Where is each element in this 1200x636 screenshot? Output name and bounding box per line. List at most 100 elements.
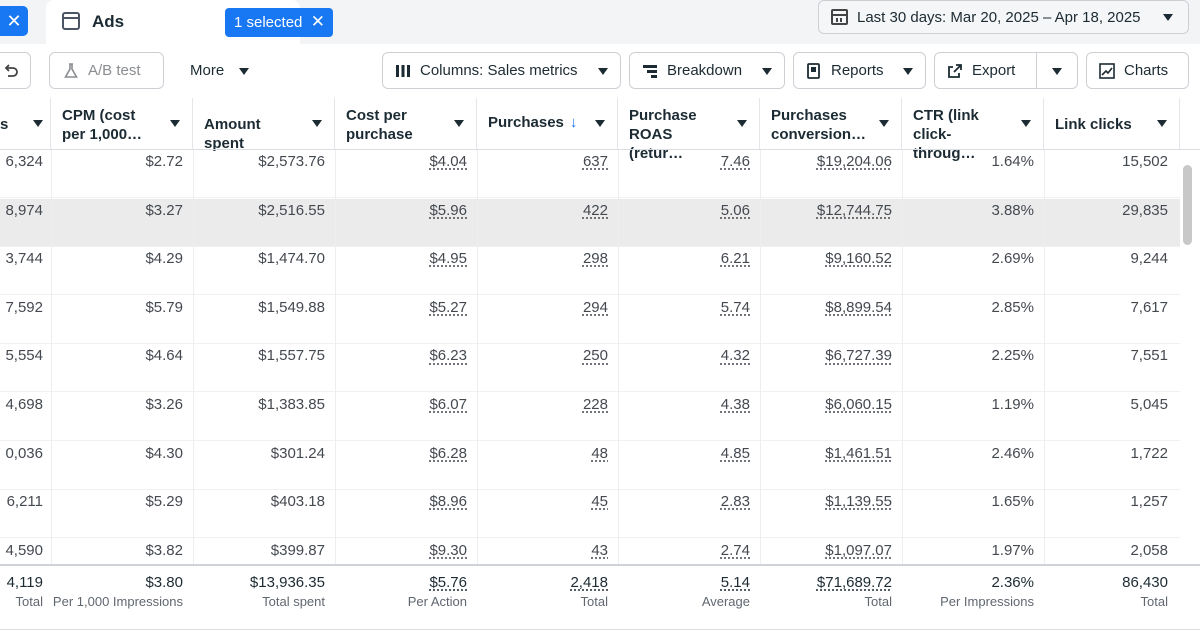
table-cell[interactable]: $8,899.54 xyxy=(825,298,892,316)
table-cell[interactable]: 298 xyxy=(582,250,608,268)
table-cell[interactable]: 422 xyxy=(582,201,608,219)
table-cell[interactable]: $6,727.39 xyxy=(825,347,892,365)
date-range-picker[interactable]: Last 30 days: Mar 20, 2025 – Apr 18, 202… xyxy=(818,0,1189,34)
columns-button[interactable]: Columns: Sales metrics xyxy=(382,52,621,89)
column-menu-chevron-icon[interactable] xyxy=(879,120,889,127)
table-row[interactable]: 8,974 $3.27 $2,516.55 $5.96 422 5.06 $12,744.7… xyxy=(0,198,1180,247)
table-cell: $3.82 xyxy=(145,541,183,559)
table-cell[interactable]: $9,160.52 xyxy=(825,250,892,268)
table-cell[interactable]: 5.06 xyxy=(720,201,750,219)
vertical-scrollbar[interactable] xyxy=(1183,165,1192,245)
column-header-3[interactable]: Cost per purchase xyxy=(335,98,477,150)
table-cell[interactable]: $1,139.55 xyxy=(825,493,892,511)
charts-button[interactable]: Charts xyxy=(1086,52,1189,89)
reports-button[interactable]: Reports xyxy=(793,52,926,89)
column-menu-chevron-icon[interactable] xyxy=(1021,120,1031,127)
table-cell[interactable]: $6.07 xyxy=(429,396,467,413)
export-button[interactable]: Export xyxy=(934,52,1078,89)
table-cell[interactable]: 228 xyxy=(582,396,608,413)
table-cell[interactable]: $1,097.07 xyxy=(825,541,892,559)
column-header-7[interactable]: CTR (link click-throug… xyxy=(902,98,1044,162)
table-row[interactable]: 0,036 $4.30 $301.24 $6.28 48 4.85 $1,461.51 2.4… xyxy=(0,442,1180,490)
tab-ads[interactable]: Ads 1 selected ✕ xyxy=(46,0,333,44)
column-menu-chevron-icon[interactable] xyxy=(737,120,747,127)
chart-line-icon xyxy=(1099,63,1115,79)
table-cell: $3.26 xyxy=(145,396,183,413)
table-cell[interactable]: $4.04 xyxy=(429,153,467,170)
breakdown-icon xyxy=(643,65,657,78)
chevron-down-icon xyxy=(598,68,608,75)
table-cell[interactable]: $5.27 xyxy=(429,298,467,316)
table-cell[interactable]: 4.32 xyxy=(720,347,750,365)
table-cell: 1.97% xyxy=(991,541,1034,559)
total-cell: 2.36% Per Impressions xyxy=(940,574,1034,609)
reports-label: Reports xyxy=(831,62,884,79)
table-row[interactable]: 6,324 $2.72 $2,573.76 $4.04 637 7.46 $19,204.0… xyxy=(0,150,1180,198)
table-row[interactable]: 5,554 $4.64 $1,557.75 $6.23 250 4.32 $6,727.39… xyxy=(0,344,1180,393)
table-cell: 2.69% xyxy=(991,250,1034,268)
table-cell[interactable]: 294 xyxy=(582,298,608,316)
undo-button[interactable] xyxy=(0,52,31,89)
table-cell[interactable]: $4.95 xyxy=(429,250,467,268)
table-cell: 2.46% xyxy=(991,444,1034,462)
total-cell: $5.76 Per Action xyxy=(407,574,467,609)
more-button[interactable]: More xyxy=(176,52,262,89)
column-header-4[interactable]: Purchases ↓ xyxy=(477,98,618,150)
column-menu-chevron-icon[interactable] xyxy=(170,120,180,127)
clear-selection-icon[interactable]: ✕ xyxy=(310,12,325,31)
table-cell[interactable]: $5.96 xyxy=(429,201,467,219)
table-cell[interactable]: $19,204.06 xyxy=(816,153,892,170)
column-divider xyxy=(760,150,761,630)
table-cell[interactable]: 5.74 xyxy=(720,298,750,316)
column-header-1[interactable]: CPM (cost per 1,000… xyxy=(51,98,193,150)
table-row[interactable]: 3,744 $4.29 $1,474.70 $4.95 298 6.21 $9,160.52… xyxy=(0,247,1180,296)
table-row[interactable]: 4,698 $3.26 $1,383.85 $6.07 228 4.38 $6,060.15… xyxy=(0,393,1180,441)
table-cell[interactable]: $8.96 xyxy=(429,493,467,511)
table-cell[interactable]: 45 xyxy=(591,493,608,511)
table-cell[interactable]: 250 xyxy=(582,347,608,365)
undo-icon xyxy=(4,64,18,77)
table-row[interactable]: 6,211 $5.29 $403.18 $8.96 45 2.83 $1,139.55 1.6… xyxy=(0,490,1180,539)
total-cell: 86,430 Total xyxy=(1122,574,1168,609)
table-cell: 7,617 xyxy=(1130,298,1168,316)
column-menu-chevron-icon[interactable] xyxy=(454,120,464,127)
column-menu-chevron-icon[interactable] xyxy=(1157,120,1167,127)
table-cell[interactable]: 48 xyxy=(591,444,608,462)
table-cell[interactable]: 4.38 xyxy=(720,396,750,413)
table-row[interactable]: 7,592 $5.79 $1,549.88 $5.27 294 5.74 $8,899.54… xyxy=(0,296,1180,344)
column-header-5[interactable]: Purchase ROAS (retur… xyxy=(618,98,760,162)
table-cell[interactable]: $12,744.75 xyxy=(816,201,892,219)
ab-test-button[interactable]: A/B test xyxy=(49,52,164,89)
column-header-2[interactable]: Amount spent xyxy=(193,98,335,152)
table-cell: 5,554 xyxy=(5,347,43,365)
tab-ads-label: Ads xyxy=(92,12,125,31)
column-header-8[interactable]: Link clicks xyxy=(1044,98,1180,150)
table-cell[interactable]: 4.85 xyxy=(720,444,750,462)
close-campaign-tab-button[interactable]: ✕ xyxy=(0,6,28,36)
column-menu-chevron-icon[interactable] xyxy=(595,120,605,127)
table-cell[interactable]: $6.23 xyxy=(429,347,467,365)
sort-descending-icon[interactable]: ↓ xyxy=(569,114,578,131)
column-menu-chevron-icon[interactable] xyxy=(312,120,322,127)
table-cell[interactable]: $9.30 xyxy=(429,541,467,559)
table-cell[interactable]: $6.28 xyxy=(429,444,467,462)
table-cell: 9,244 xyxy=(1130,250,1168,268)
table-cell[interactable]: $6,060.15 xyxy=(825,396,892,413)
table-cell[interactable]: 2.83 xyxy=(720,493,750,511)
table-cell[interactable]: $1,461.51 xyxy=(825,444,892,462)
table-cell[interactable]: 2.74 xyxy=(720,541,750,559)
table-cell[interactable]: 637 xyxy=(582,153,608,170)
table-cell[interactable]: 7.46 xyxy=(720,153,750,170)
column-header-0[interactable]: s xyxy=(0,98,51,150)
total-cell: $3.80 Per 1,000 Impressions xyxy=(52,574,183,609)
column-menu-chevron-icon[interactable] xyxy=(33,120,43,127)
column-header-6[interactable]: Purchases conversion… xyxy=(760,98,902,150)
columns-label: Columns: Sales metrics xyxy=(420,62,578,79)
chevron-down-icon[interactable] xyxy=(1052,68,1062,75)
table-cell[interactable]: 6.21 xyxy=(720,250,750,268)
selected-count-badge[interactable]: 1 selected ✕ xyxy=(225,8,333,37)
chevron-down-icon xyxy=(762,68,772,75)
column-divider xyxy=(902,150,903,630)
table-cell[interactable]: 43 xyxy=(591,541,608,559)
breakdown-button[interactable]: Breakdown xyxy=(629,52,785,89)
